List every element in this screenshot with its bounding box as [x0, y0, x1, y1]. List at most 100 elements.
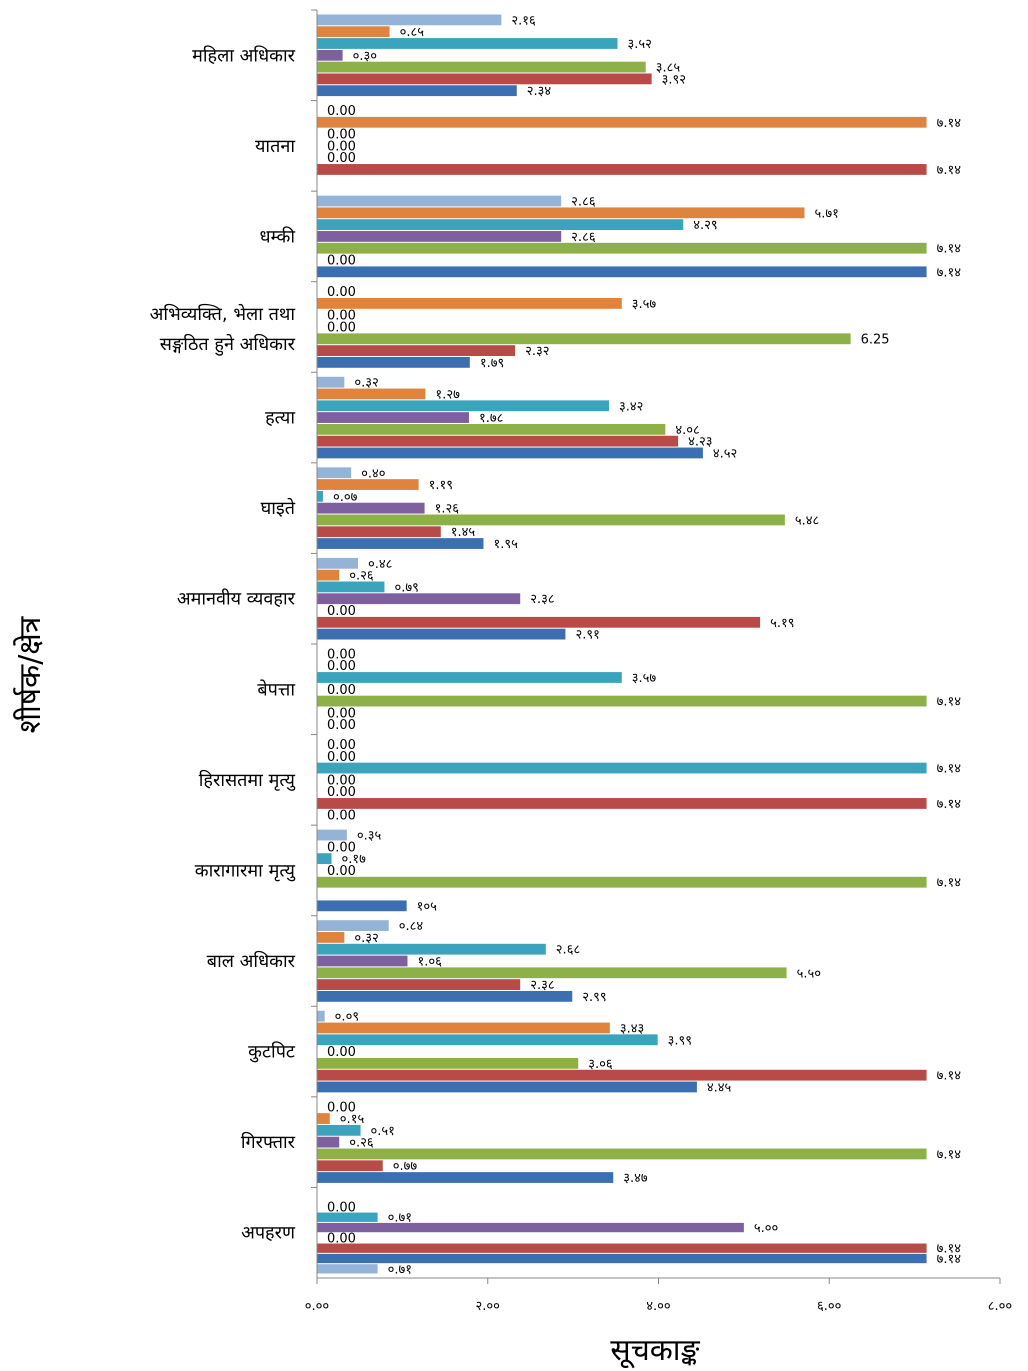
bar-value-label: ०.८५ — [400, 25, 425, 40]
bar-value-label: ३.०६ — [588, 1057, 613, 1072]
bar — [317, 1212, 378, 1222]
category-label: हत्या — [265, 408, 295, 429]
bar-value-label: 0.00 — [327, 840, 356, 855]
bar-value-label: ५.७१ — [814, 206, 838, 221]
bar-value-label: ७.१४ — [937, 1242, 962, 1257]
bar-value-label: २.९९ — [582, 990, 606, 1005]
x-tick-label: २.०० — [476, 1299, 500, 1314]
bar-value-label: 0.00 — [327, 321, 356, 336]
bar — [317, 1057, 579, 1069]
bar — [317, 26, 390, 38]
bar — [317, 435, 679, 447]
bar — [317, 164, 927, 175]
bar-value-label: ०.७९ — [394, 580, 418, 595]
bar-value-label: ५.५० — [797, 966, 821, 981]
bar — [317, 990, 573, 1002]
bar-value-label: १.१९ — [429, 478, 453, 493]
bar — [317, 219, 684, 231]
bar-value-label: ५.०० — [754, 1221, 778, 1236]
bar-value-label: ७.१४ — [937, 116, 962, 131]
bar-value-label: २.६८ — [556, 943, 581, 958]
bar-value-label: ०.५१ — [371, 1124, 395, 1139]
bar — [317, 943, 546, 955]
bar-value-label: ०.७१ — [388, 1211, 412, 1226]
category-label: कारागारमा मृत्यु — [195, 860, 296, 881]
bar-value-label: १०५ — [417, 899, 438, 914]
category-label: बेपत्ता — [257, 678, 295, 700]
bar-value-label: ०.०९ — [335, 1010, 359, 1025]
bar-value-label: ०.७१ — [388, 1262, 412, 1277]
bar-value-label: ७.१४ — [937, 762, 962, 777]
bar-value-label: 0.00 — [327, 1100, 356, 1115]
bar — [317, 798, 927, 809]
bar-value-label: २.३८ — [530, 978, 555, 993]
bar — [317, 1264, 378, 1274]
bar — [317, 581, 385, 593]
bar — [317, 376, 345, 388]
bar-value-label: 0.00 — [327, 750, 356, 765]
bar-value-label: 0.00 — [327, 309, 356, 324]
bar-value-label: ०.२६ — [349, 569, 374, 584]
bar-value-label: 0.00 — [327, 773, 356, 788]
bar — [317, 388, 426, 400]
bar — [317, 116, 927, 128]
bar — [317, 38, 618, 49]
bar — [317, 1010, 325, 1022]
bar-value-label: ०.१५ — [340, 1112, 365, 1127]
x-tick-label: ६.०० — [817, 1299, 841, 1314]
bar-value-label: 0.00 — [327, 738, 356, 753]
bar-value-label: ०.३२ — [354, 376, 378, 391]
bar-value-label: ५.१९ — [770, 616, 794, 631]
bar — [317, 514, 785, 526]
bar-value-label: ३.९९ — [668, 1033, 692, 1048]
bar — [317, 242, 927, 254]
bar — [317, 900, 407, 912]
x-tick-label: ०.०० — [305, 1299, 329, 1314]
bar — [317, 853, 332, 865]
bar — [317, 61, 646, 73]
bar-value-label: ४.२९ — [693, 218, 717, 233]
bar-value-label: 0.00 — [327, 718, 356, 733]
bar-value-label: ७.१४ — [937, 265, 962, 280]
x-axis-title: सूचकाङ्क — [610, 1333, 700, 1369]
bar-value-label: ७.१४ — [937, 695, 962, 710]
bar-value-label: ३.९२ — [662, 72, 686, 87]
bar-value-label: २.१६ — [511, 13, 536, 28]
bars-layer — [317, 14, 927, 1274]
bar-value-label: 0.00 — [327, 151, 356, 166]
category-label: यातना — [255, 136, 295, 157]
bar-value-label: 0.00 — [327, 128, 356, 143]
bar-value-label: ७.१४ — [937, 1147, 962, 1162]
bar-value-label: ३.४७ — [623, 1171, 648, 1186]
bar-value-label: ०.३५ — [357, 829, 382, 844]
bar-value-label: 0.00 — [327, 139, 356, 154]
bar-value-label: 0.00 — [327, 1045, 356, 1060]
bar-value-label: 0.00 — [327, 809, 356, 824]
bar-value-label: ०.४८ — [368, 557, 393, 572]
bar-value-label: १.७८ — [479, 411, 504, 426]
bar — [317, 1222, 744, 1233]
bar — [317, 333, 851, 345]
bar-value-label: ०.३२ — [354, 931, 378, 946]
bar-value-label: 0.00 — [327, 604, 356, 619]
bar-value-label: 0.00 — [327, 104, 356, 119]
bar — [317, 195, 562, 207]
bar — [317, 695, 927, 707]
bar-value-label: ३.४२ — [619, 399, 643, 414]
bar — [317, 526, 441, 538]
bar-value-label: 0.00 — [327, 647, 356, 662]
bar — [317, 423, 666, 435]
bar — [317, 876, 927, 888]
bar-value-label: ०.४० — [361, 466, 385, 481]
bar — [317, 1172, 614, 1183]
bar-value-label: २.८६ — [571, 230, 596, 245]
bar-value-label: 0.00 — [327, 254, 356, 269]
bar — [317, 73, 652, 85]
bar — [317, 479, 419, 490]
bar-value-label: ३.४३ — [620, 1021, 644, 1036]
category-labels-layer: महिला अधिकार यातना धम्की अभिव्यक्ति, भेला त… — [150, 44, 296, 1243]
bar-value-label: ४.२३ — [688, 435, 712, 450]
bar — [317, 1136, 340, 1148]
bar-value-label: १.९५ — [493, 537, 518, 552]
